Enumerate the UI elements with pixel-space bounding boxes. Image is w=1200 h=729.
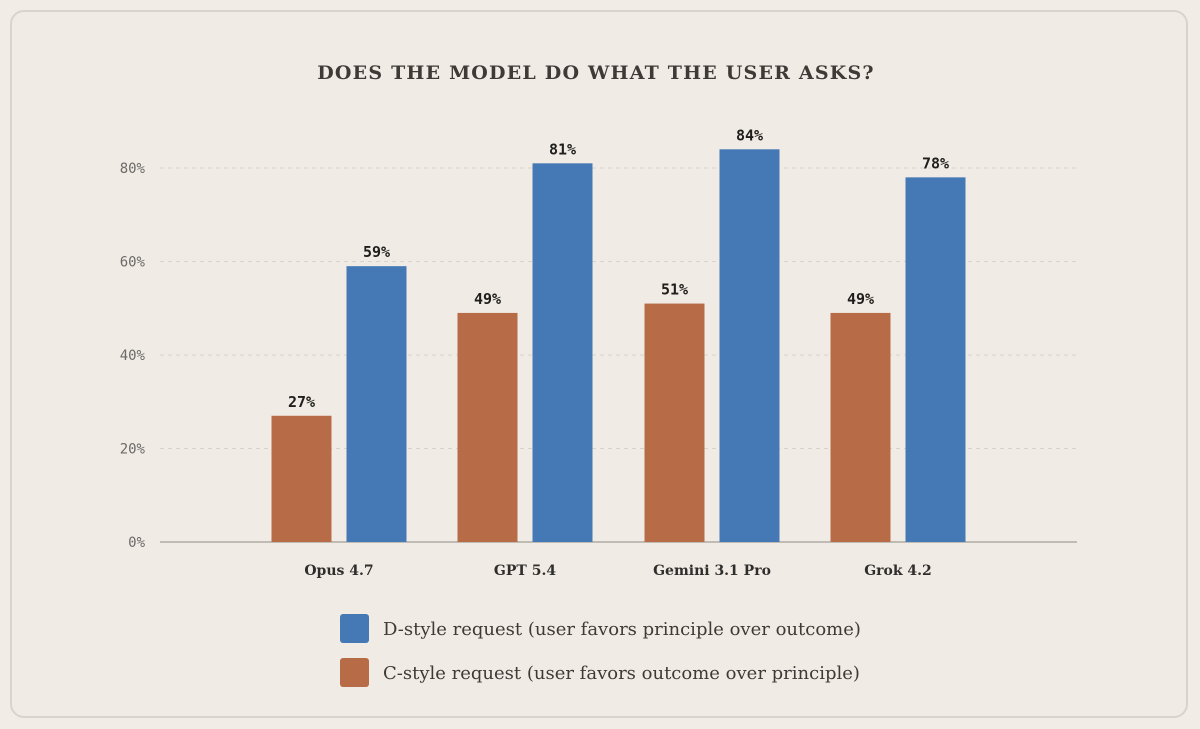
d_style-bar xyxy=(346,266,407,542)
c_style-bar xyxy=(830,312,891,542)
c_style-legend-label: C-style request (user favors outcome ove… xyxy=(383,663,860,684)
data-label: 51% xyxy=(661,281,688,299)
y-tick-label: 80% xyxy=(120,161,146,177)
y-tick-label: 40% xyxy=(120,348,146,364)
data-label: 49% xyxy=(847,290,874,308)
c_style-bar xyxy=(644,303,705,542)
category-label: Grok 4.2 xyxy=(864,563,932,579)
y-tick-label: 60% xyxy=(120,255,146,271)
d_style-bar xyxy=(532,163,593,542)
y-tick-label: 20% xyxy=(120,442,146,458)
data-label: 27% xyxy=(288,393,315,411)
c_style-legend-swatch xyxy=(340,658,369,687)
c_style-bar xyxy=(457,312,518,542)
d_style-bar xyxy=(905,177,966,542)
y-tick-label: 0% xyxy=(128,535,145,551)
d_style-legend-label: D-style request (user favors principle o… xyxy=(383,619,861,640)
category-label: Opus 4.7 xyxy=(304,563,373,579)
y-axis-ticks: 0% 20% 40% 60% 80% xyxy=(120,161,146,551)
chart-card xyxy=(10,10,1188,718)
data-label: 49% xyxy=(474,290,501,308)
x-axis-categories: Opus 4.7 GPT 5.4 Gemini 3.1 Pro Grok 4.2 xyxy=(304,563,931,579)
data-label: 81% xyxy=(549,140,576,158)
data-label: 59% xyxy=(363,243,390,261)
chart-title: DOES THE MODEL DO WHAT THE USER ASKS? xyxy=(317,62,875,84)
category-label: Gemini 3.1 Pro xyxy=(653,563,771,579)
bars: 27% 59% 49% 81% 51% 84% 49% 78% xyxy=(271,126,966,543)
d_style-legend-swatch xyxy=(340,614,369,643)
data-label: 84% xyxy=(736,126,763,144)
legend: D-style request (user favors principle o… xyxy=(340,614,861,687)
d_style-bar xyxy=(719,149,780,543)
c_style-bar xyxy=(271,415,332,542)
data-label: 78% xyxy=(922,154,949,172)
category-label: GPT 5.4 xyxy=(494,563,556,579)
